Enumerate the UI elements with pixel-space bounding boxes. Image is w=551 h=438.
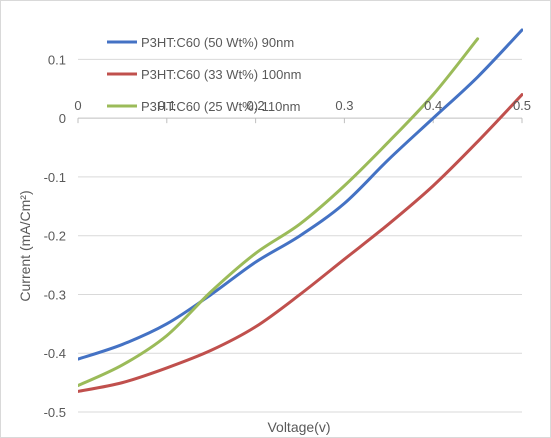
legend-label-0: P3HT:C60 (50 Wt%) 90nm xyxy=(141,35,294,50)
gridlines xyxy=(78,58,522,413)
x-tick-label-5: 0.5 xyxy=(513,98,531,113)
x-tick-label-2: 0.2 xyxy=(247,98,265,113)
y-tick-label-5: -0.4 xyxy=(44,346,66,361)
x-tick-label-1: 0.1 xyxy=(158,98,176,113)
y-tick-label-2: -0.1 xyxy=(44,170,66,185)
x-tick-label-3: 0.3 xyxy=(335,98,353,113)
series-line-1 xyxy=(78,93,523,393)
y-tick-labels: 0.1 0 -0.1 -0.2 -0.3 -0.4 -0.5 xyxy=(44,52,66,420)
x-tick-labels: 0 0.1 0.2 0.3 0.4 0.5 xyxy=(74,98,531,113)
legend-label-2: P3HT:C60 (25 Wt%) 110nm xyxy=(141,99,300,114)
y-tick-label-6: -0.5 xyxy=(44,405,66,420)
legend: P3HT:C60 (50 Wt%) 90nm P3HT:C60 (33 Wt%) … xyxy=(107,35,301,114)
x-axis-title: Voltage(v) xyxy=(267,419,330,435)
y-tick-label-1: 0 xyxy=(59,111,66,126)
x-tick-label-0: 0 xyxy=(74,98,81,113)
y-tick-label-3: -0.2 xyxy=(44,229,66,244)
y-tick-label-4: -0.3 xyxy=(44,287,66,302)
x-tick-label-4: 0.4 xyxy=(424,98,442,113)
series-line-2 xyxy=(78,37,480,388)
zero-axis xyxy=(77,117,523,124)
series-group xyxy=(78,28,523,393)
legend-label-1: P3HT:C60 (33 Wt%) 100nm xyxy=(141,67,301,82)
series-line-0 xyxy=(78,28,523,361)
y-tick-label-0: 0.1 xyxy=(48,52,66,67)
y-axis-title: Current (mA/Cm²) xyxy=(17,190,33,301)
